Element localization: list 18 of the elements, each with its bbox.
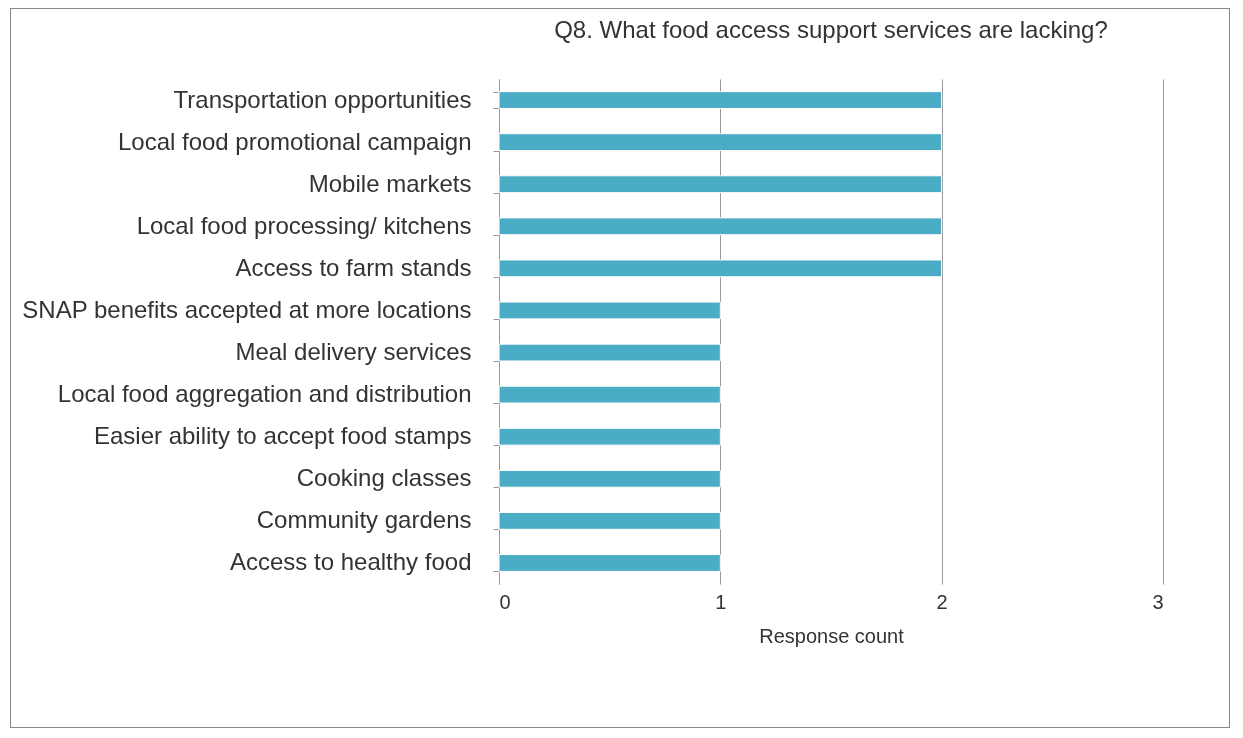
y-tick-label: Meal delivery services [235,338,472,366]
y-tick-label: Local food processing/ kitchens [136,211,472,239]
x-tick-label: 3 [1152,590,1164,613]
y-tick-label: Access to farm stands [235,253,472,281]
x-tick-label: 1 [715,590,727,613]
y-tick-label: Community gardens [256,506,472,534]
x-axis-title: Response count [759,624,905,647]
y-tick-label: Mobile markets [308,169,472,197]
y-tick-label: Local food aggregation and distribution [57,380,472,408]
y-tick-label: Cooking classes [296,464,472,492]
y-tick-label: Access to healthy food [230,548,472,576]
y-tick-label: SNAP benefits accepted at more locations [22,295,472,323]
y-tick-label: Easier ability to accept food stamps [93,422,472,450]
x-tick-label: 0 [499,590,511,613]
x-tick-label: 2 [936,590,948,613]
y-tick-label: Local food promotional campaign [117,127,472,155]
y-tick-label: Transportation opportunities [173,85,472,113]
chart-title: Q8. What food access support services are lacking? [554,16,1108,43]
